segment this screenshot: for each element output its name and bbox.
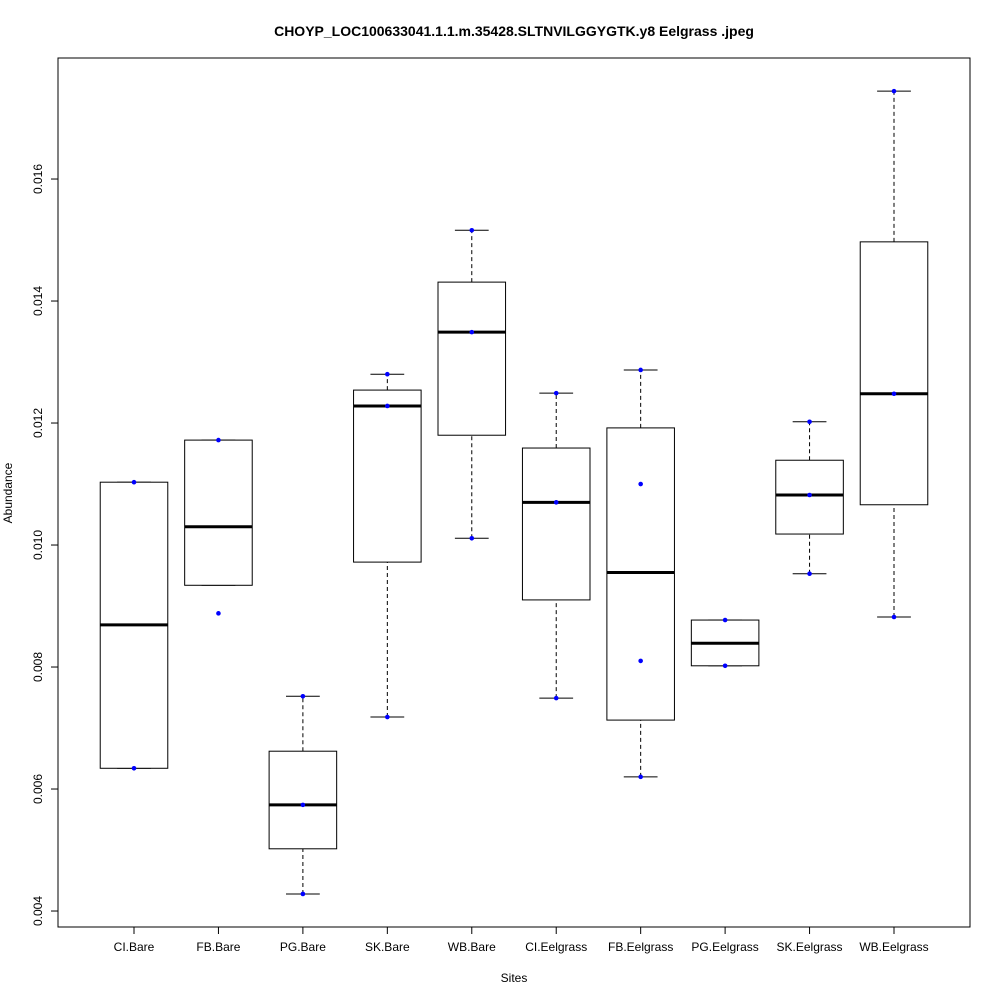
box-fb-bare: FB.Bare [184, 437, 253, 954]
x-axis-label: Sites [501, 971, 528, 985]
data-point [385, 403, 390, 409]
box-iqr [268, 750, 338, 850]
y-tick-label: 0.012 [31, 408, 45, 438]
x-tick-label: FB.Eelgrass [608, 940, 673, 954]
y-tick-label: 0.014 [31, 286, 45, 316]
data-point [891, 391, 897, 397]
box-wb-bare: WB.Bare [437, 227, 507, 954]
data-point [722, 617, 728, 623]
box-ci-eelgrass: CI.Eelgrass [521, 390, 591, 954]
box-sk-bare: SK.Bare [353, 371, 422, 954]
x-tick-label: PG.Eelgrass [691, 940, 758, 954]
data-point [891, 88, 897, 94]
y-tick-label: 0.010 [31, 530, 45, 560]
data-point [216, 437, 221, 443]
box-pg-bare: PG.Bare [268, 693, 338, 954]
box-iqr [184, 439, 253, 586]
data-point [638, 774, 643, 780]
box-iqr [606, 427, 675, 721]
data-point [807, 492, 812, 498]
data-point [300, 891, 306, 897]
data-point [553, 500, 559, 505]
box-iqr [521, 447, 591, 601]
data-point [807, 419, 812, 425]
data-point [891, 614, 897, 620]
x-tick-label: CI.Eelgrass [525, 940, 587, 954]
data-point [131, 479, 137, 485]
data-point [722, 663, 728, 669]
data-point [638, 658, 643, 664]
data-point [385, 714, 390, 720]
box-ci-bare: CI.Bare [99, 479, 169, 954]
y-tick-label: 0.016 [31, 164, 45, 194]
chart-title: CHOYP_LOC100633041.1.1.m.35428.SLTNVILGG… [274, 23, 754, 39]
data-point [469, 329, 475, 335]
data-point [469, 536, 475, 541]
box-pg-eelgrass: PG.Eelgrass [690, 617, 760, 954]
data-point [638, 481, 643, 487]
data-point [300, 802, 306, 808]
x-tick-label: WB.Bare [448, 940, 496, 954]
box-wb-eelgrass: WB.Eelgrass [859, 88, 929, 954]
data-point [553, 695, 559, 701]
data-point [638, 367, 643, 373]
box-iqr [353, 389, 422, 563]
box-fb-eelgrass: FB.Eelgrass [606, 367, 675, 954]
x-tick-label: CI.Bare [114, 940, 155, 954]
box-iqr [437, 281, 507, 436]
data-point [469, 227, 475, 233]
data-point [807, 571, 812, 576]
y-axis-label: Abundance [1, 462, 15, 523]
x-tick-label: PG.Bare [280, 940, 326, 954]
x-tick-label: SK.Eelgrass [777, 940, 843, 954]
data-point [131, 765, 137, 771]
data-point [385, 371, 390, 377]
data-point [300, 693, 306, 699]
y-tick-label: 0.006 [31, 774, 45, 804]
box-sk-eelgrass: SK.Eelgrass [775, 419, 844, 954]
y-tick-label: 0.004 [31, 896, 45, 926]
data-point [553, 390, 559, 396]
box-iqr [859, 241, 929, 506]
x-tick-label: FB.Bare [196, 940, 240, 954]
y-tick-label: 0.008 [31, 652, 45, 682]
data-point [216, 611, 221, 616]
x-tick-label: WB.Eelgrass [859, 940, 928, 954]
x-tick-label: SK.Bare [365, 940, 410, 954]
